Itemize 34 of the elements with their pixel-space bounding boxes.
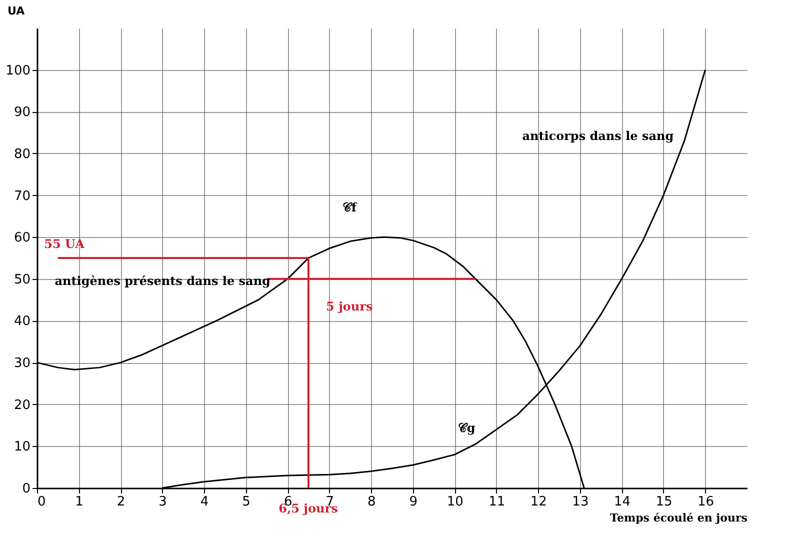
annotation: antigènes présents dans le sang bbox=[54, 274, 272, 288]
x-tick-label: 8 bbox=[367, 494, 376, 510]
x-tick-label: 16 bbox=[697, 494, 714, 510]
y-tick-label: 0 bbox=[22, 482, 30, 496]
x-tick-label: 14 bbox=[614, 494, 630, 510]
x-tick-label: 1 bbox=[75, 494, 84, 510]
x-axis-title: Temps écoulé en jours bbox=[610, 512, 748, 524]
x-tick-label: 9 bbox=[409, 494, 418, 510]
y-tick-label: 70 bbox=[14, 188, 30, 204]
x-tick-label: 12 bbox=[530, 494, 547, 510]
annotation: 55 UA bbox=[44, 237, 86, 252]
annotation: 𝒞g bbox=[458, 421, 476, 436]
y-tick-label: 60 bbox=[14, 230, 30, 246]
x-tick-label: 5 bbox=[242, 494, 250, 510]
x-tick-label: 4 bbox=[200, 494, 209, 510]
y-tick-label: 90 bbox=[14, 105, 30, 120]
y-tick-label: 80 bbox=[14, 146, 30, 162]
x-tick-label: 15 bbox=[656, 494, 672, 510]
x-tick-label: 3 bbox=[158, 494, 167, 510]
x-tick-label: 0 bbox=[38, 494, 46, 510]
y-tick-label: 40 bbox=[14, 314, 30, 330]
x-tick-label: 11 bbox=[488, 494, 506, 510]
annotation: 5 jours bbox=[326, 299, 373, 314]
y-axis-title: UA bbox=[8, 4, 26, 18]
y-tick-label: 10 bbox=[14, 440, 30, 455]
x-tick-label: 2 bbox=[116, 494, 126, 510]
x-tick-label: 13 bbox=[572, 494, 589, 510]
y-tick-label: 20 bbox=[14, 398, 30, 413]
y-tick-label: 50 bbox=[14, 272, 30, 288]
x-tick-label: 10 bbox=[446, 494, 464, 510]
annotation: 𝒞f bbox=[342, 200, 358, 214]
y-tick-label: 30 bbox=[14, 356, 30, 372]
y-tick-label: 100 bbox=[6, 63, 30, 78]
annotation: anticorps dans le sang bbox=[522, 129, 674, 144]
